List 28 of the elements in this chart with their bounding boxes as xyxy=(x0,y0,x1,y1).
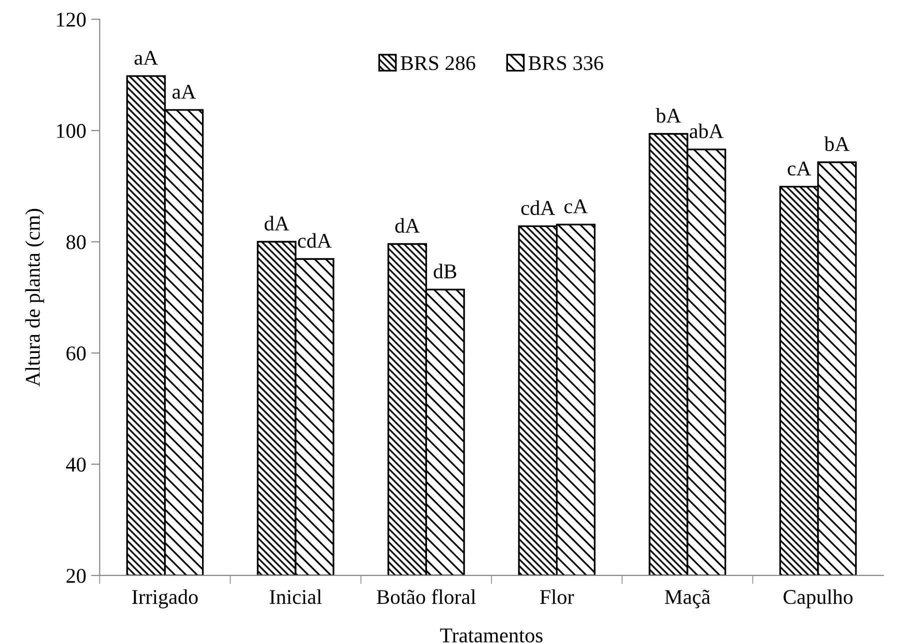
x-tick-label: Inicial xyxy=(270,589,322,604)
y-axis-title: Altura de planta (cm) xyxy=(25,208,44,387)
legend-label: BRS 336 xyxy=(528,56,604,70)
x-tick-label: Botão floral xyxy=(376,589,476,604)
y-tick-label: 60 xyxy=(66,346,86,360)
x-axis-title: Tratamentos xyxy=(440,628,542,642)
annotation: dA xyxy=(264,216,290,231)
annotation: cdA xyxy=(521,200,556,216)
x-tick-label: Maçã xyxy=(664,590,710,608)
y-tick-label: 20 xyxy=(66,568,86,583)
y-tick-label: 120 xyxy=(57,12,86,27)
y-tick-label: 80 xyxy=(66,235,86,250)
annotation: cdA xyxy=(298,233,332,248)
annotation: bA xyxy=(656,108,682,123)
x-tick-label: Flor xyxy=(540,589,574,604)
annotation: cA xyxy=(564,199,588,214)
x-tick-label: Irrigado xyxy=(132,589,198,608)
x-tick-label: Capulho xyxy=(784,589,853,608)
y-tick-label: 100 xyxy=(57,124,86,138)
annotation: bA xyxy=(824,136,850,152)
annotation: dA xyxy=(395,218,420,233)
annotation: cA xyxy=(788,162,812,176)
annotation: aA xyxy=(134,50,158,65)
annotation: abA xyxy=(690,124,724,138)
annotation: aA xyxy=(172,84,196,99)
legend-label: BRS 286 xyxy=(400,56,476,70)
annotation: dB xyxy=(434,264,456,278)
y-tick-label: 40 xyxy=(66,458,86,472)
